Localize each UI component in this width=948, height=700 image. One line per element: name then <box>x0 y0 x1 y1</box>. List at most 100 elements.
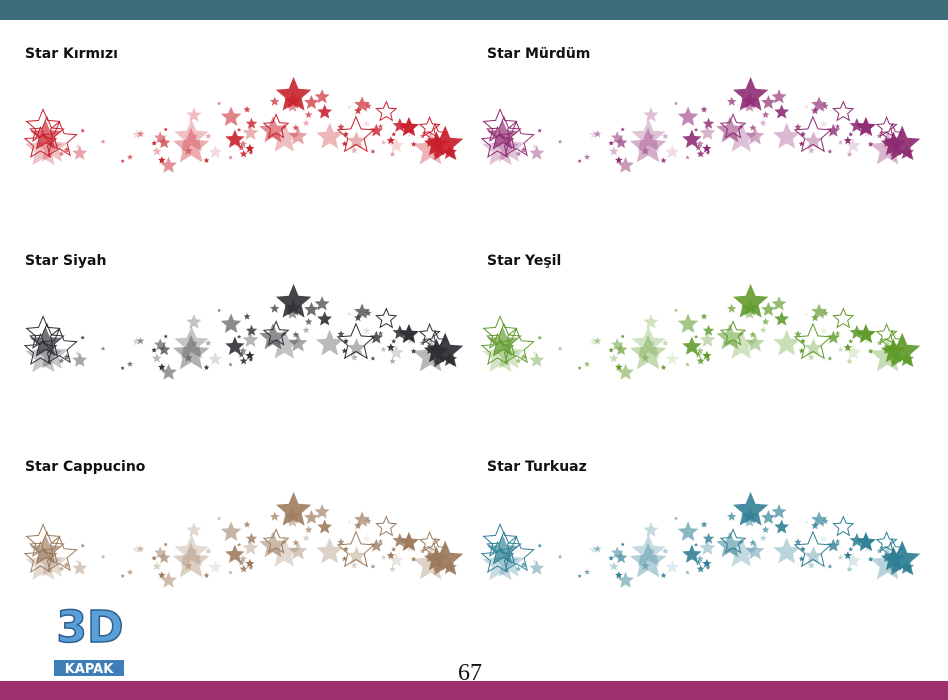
star <box>389 358 396 364</box>
star <box>702 143 712 153</box>
star <box>577 366 582 370</box>
star <box>520 146 527 153</box>
star <box>863 544 872 552</box>
star <box>827 149 833 154</box>
star <box>370 356 376 361</box>
star <box>537 543 542 548</box>
star <box>220 521 242 541</box>
star <box>151 555 157 561</box>
star <box>132 544 142 554</box>
star <box>363 535 371 543</box>
star <box>863 129 872 137</box>
star <box>835 123 841 129</box>
star <box>743 515 756 527</box>
star <box>520 353 527 360</box>
star <box>732 283 769 318</box>
star <box>820 120 828 128</box>
star <box>682 129 702 148</box>
star <box>843 136 852 145</box>
star <box>225 336 245 355</box>
star <box>410 141 417 147</box>
star <box>629 127 667 163</box>
star <box>727 96 737 106</box>
star <box>807 146 815 154</box>
star <box>761 525 770 533</box>
star <box>584 154 590 160</box>
star <box>716 531 744 558</box>
star <box>761 110 770 118</box>
star <box>336 530 376 568</box>
product-title: Star Mürdüm <box>487 46 591 62</box>
star <box>286 515 299 527</box>
star <box>370 564 376 569</box>
star <box>773 329 801 356</box>
star <box>725 536 757 567</box>
star-band <box>23 76 464 173</box>
star <box>363 327 371 335</box>
star <box>771 296 787 311</box>
star <box>827 356 833 361</box>
star <box>152 353 162 363</box>
star <box>761 317 770 325</box>
star <box>846 358 853 364</box>
star <box>716 323 744 350</box>
star <box>649 548 656 554</box>
star <box>677 106 699 126</box>
star <box>643 314 659 329</box>
star <box>286 100 299 112</box>
star <box>172 542 210 578</box>
star <box>40 327 78 364</box>
star <box>696 140 704 148</box>
star <box>378 330 384 336</box>
star <box>208 560 222 573</box>
star <box>220 106 242 126</box>
star <box>705 357 711 362</box>
star <box>774 311 790 326</box>
star <box>608 140 614 146</box>
star <box>677 521 699 541</box>
star <box>815 100 822 107</box>
star <box>358 515 365 522</box>
star <box>537 335 542 340</box>
star <box>242 124 259 140</box>
star <box>248 150 254 155</box>
star <box>183 146 193 155</box>
star <box>364 517 372 525</box>
star <box>158 363 166 371</box>
star <box>774 519 790 534</box>
star-band <box>23 283 464 380</box>
star <box>75 559 80 564</box>
star <box>725 121 757 152</box>
star <box>410 348 417 354</box>
star <box>370 149 376 154</box>
star <box>245 558 255 568</box>
star <box>375 100 398 122</box>
star <box>217 308 222 313</box>
star <box>391 546 397 552</box>
logo-text: KAPAK <box>65 662 115 677</box>
star <box>696 356 705 365</box>
star <box>640 353 650 362</box>
star <box>649 340 656 346</box>
star <box>183 561 193 570</box>
star <box>248 357 254 362</box>
star <box>270 96 280 106</box>
star <box>662 339 669 346</box>
star <box>120 574 125 578</box>
product-title: Star Turkuaz <box>487 459 587 475</box>
star <box>855 116 876 137</box>
star <box>174 534 209 567</box>
star <box>875 530 898 553</box>
star <box>699 539 716 555</box>
star <box>807 353 815 361</box>
star <box>593 130 602 138</box>
star <box>745 333 765 352</box>
star <box>245 117 258 129</box>
star <box>804 546 823 565</box>
star <box>120 366 125 370</box>
star <box>205 132 212 139</box>
star <box>557 346 563 351</box>
star <box>238 351 245 358</box>
star <box>203 157 210 163</box>
star <box>410 556 417 562</box>
